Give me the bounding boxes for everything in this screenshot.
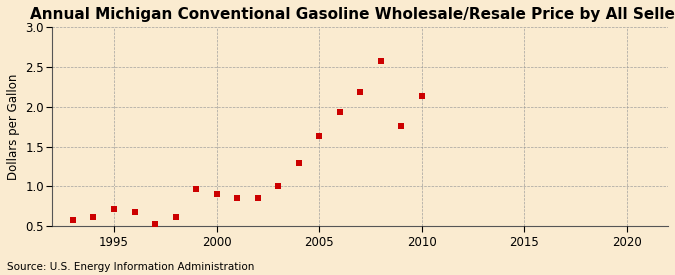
Y-axis label: Dollars per Gallon: Dollars per Gallon — [7, 73, 20, 180]
Point — [355, 89, 366, 94]
Point — [314, 134, 325, 138]
Point — [150, 221, 161, 226]
Point — [211, 192, 222, 196]
Point — [68, 218, 78, 222]
Point — [109, 207, 119, 211]
Point — [129, 210, 140, 214]
Point — [191, 186, 202, 191]
Title: Annual Michigan Conventional Gasoline Wholesale/Resale Price by All Sellers: Annual Michigan Conventional Gasoline Wh… — [30, 7, 675, 22]
Point — [416, 94, 427, 98]
Point — [294, 161, 304, 166]
Point — [252, 196, 263, 200]
Point — [232, 196, 242, 200]
Point — [170, 214, 181, 219]
Text: Source: U.S. Energy Information Administration: Source: U.S. Energy Information Administ… — [7, 262, 254, 272]
Point — [88, 215, 99, 219]
Point — [375, 59, 386, 64]
Point — [334, 110, 345, 115]
Point — [396, 124, 407, 128]
Point — [273, 184, 284, 189]
